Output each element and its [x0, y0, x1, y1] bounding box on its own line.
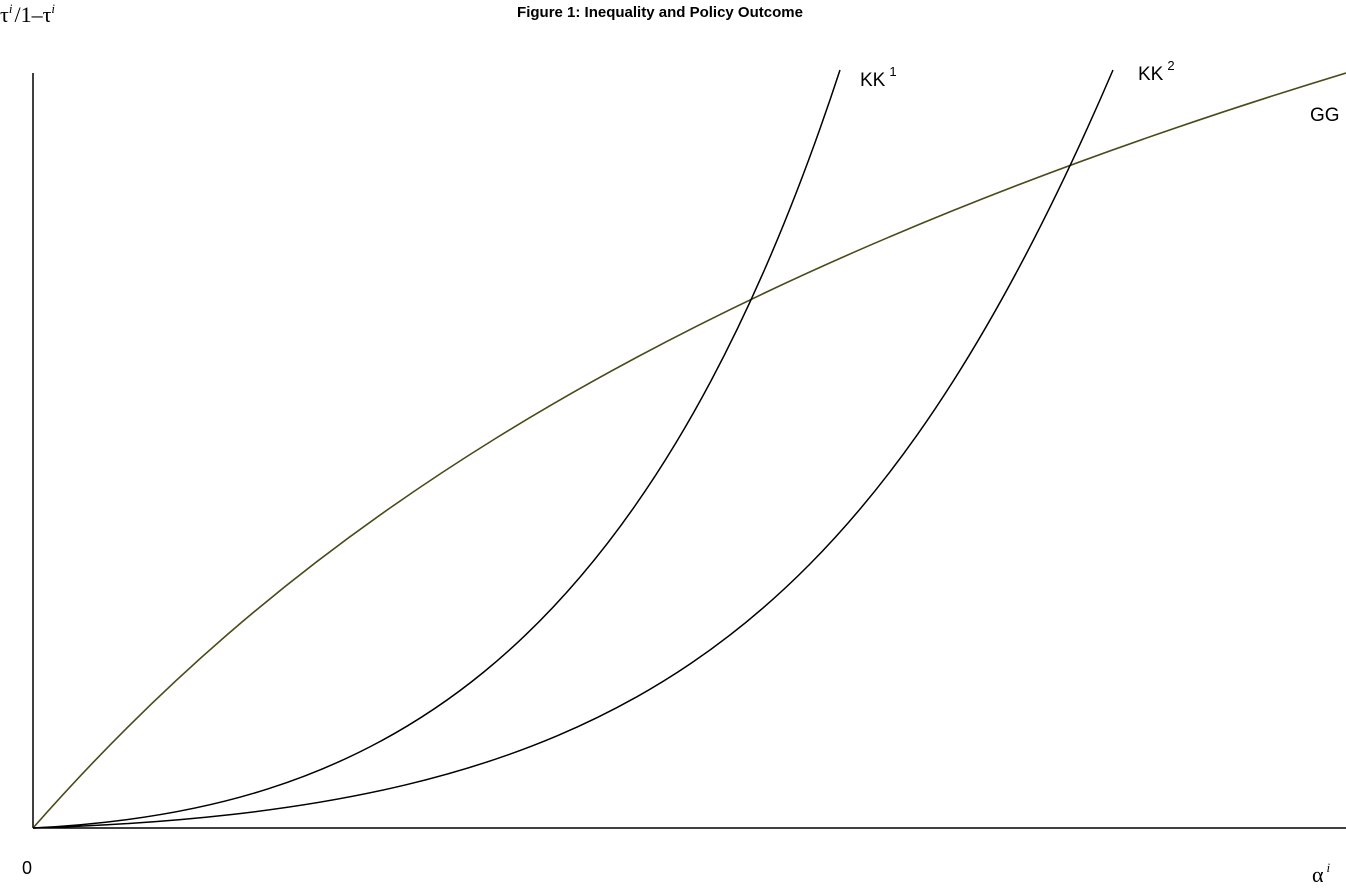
curve-label-kk1: KK 1: [860, 64, 897, 91]
figure-title: Figure 1: Inequality and Policy Outcome: [517, 4, 803, 21]
y-axis-label: τi/1–τi: [0, 1, 55, 27]
y-axis-label-middle: /1–τ: [14, 2, 51, 27]
curve-kk1: [32, 69, 841, 829]
y-axis-label-sup2: i: [51, 1, 55, 16]
x-axis-label-sup: i: [1327, 860, 1331, 875]
origin-label: 0: [22, 858, 32, 878]
curve-kk2: [32, 69, 1114, 829]
curve-label-gg: GG: [1310, 105, 1340, 126]
y-axis-label-tau: τ: [0, 2, 9, 27]
y-axis-label-sup1: i: [9, 1, 13, 16]
x-axis-label-alpha: α: [1312, 862, 1324, 887]
curve-label-kk2: KK 2: [1138, 58, 1175, 85]
curve-gg: [32, 72, 1346, 829]
